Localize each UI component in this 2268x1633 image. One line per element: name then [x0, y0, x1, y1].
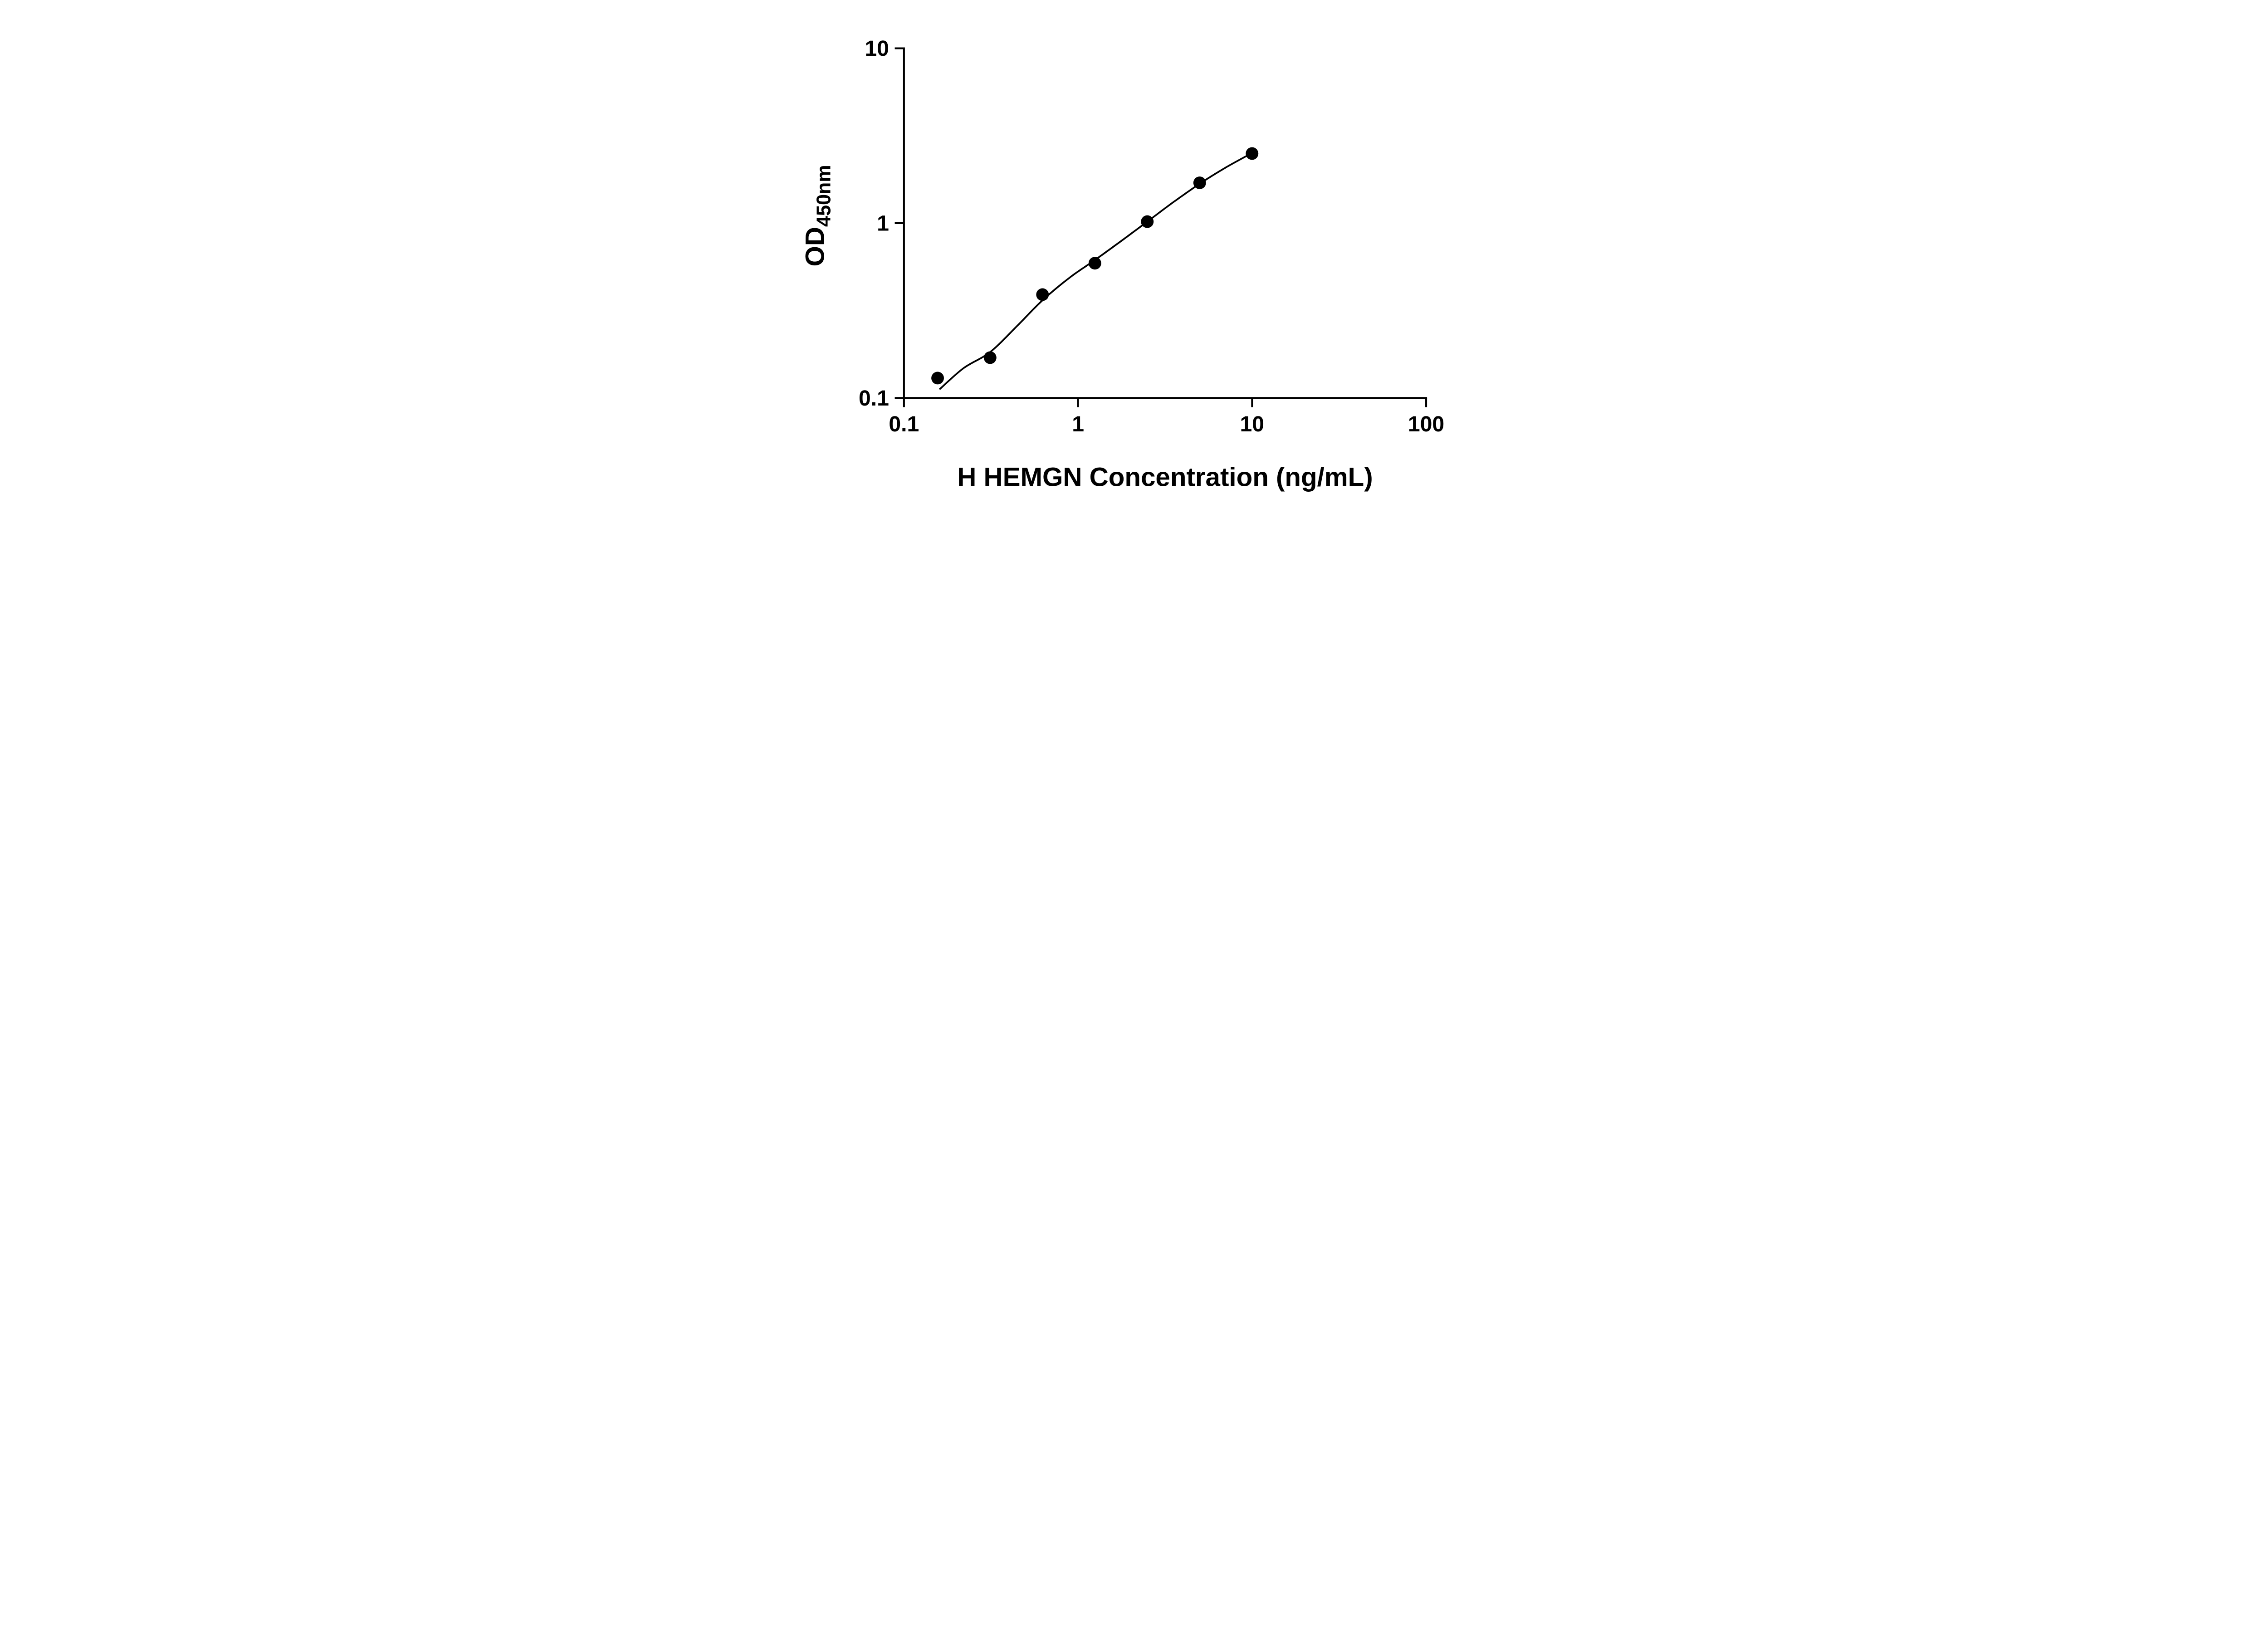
data-point [1036, 288, 1049, 301]
data-point [1088, 257, 1101, 270]
y-axis-title: OD450nm [801, 165, 835, 266]
x-axis-title: H HEMGN Concentration (ng/mL) [957, 462, 1373, 492]
standard-curve-plot: 0.1 1 10 100 0.1 1 10 H HEMGN Concentration (n… [771, 0, 1497, 518]
x-tick-label: 100 [1408, 412, 1444, 436]
y-tick-label: 0.1 [859, 386, 889, 411]
x-tick-label: 10 [1240, 412, 1265, 436]
x-tick-label: 1 [1072, 412, 1084, 436]
x-tick-label: 0.1 [889, 412, 919, 436]
y-axis-title-main: OD [801, 227, 830, 266]
data-point [983, 351, 997, 364]
data-point [1141, 215, 1154, 228]
elisa-standard-curve-figure: 0.1 1 10 100 0.1 1 10 H HEMGN Concentration (n… [771, 0, 1497, 518]
data-point [931, 372, 944, 385]
data-point [1193, 176, 1206, 189]
data-point [1246, 147, 1259, 160]
y-tick-label: 10 [865, 36, 889, 61]
plot-layer: 0.1 1 10 100 0.1 1 10 [859, 36, 1444, 436]
y-tick-label: 1 [877, 211, 889, 235]
y-axis-title-subscript: 450nm [813, 165, 835, 227]
